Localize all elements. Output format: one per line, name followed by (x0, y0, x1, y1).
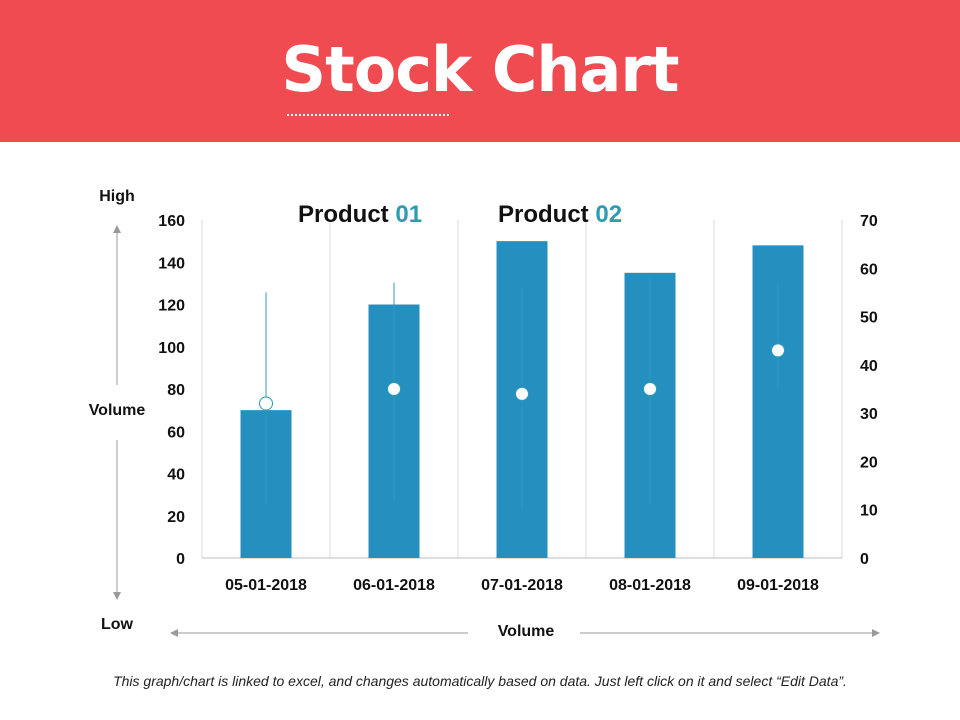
y-axis-low-label: Low (101, 616, 134, 633)
y-right-tick-label: 40 (860, 358, 878, 375)
x-tick-label: 05-01-2018 (225, 577, 307, 594)
y-right-tick-label: 20 (860, 454, 878, 471)
legend-entry-product-02: Product 02 (498, 201, 622, 228)
legend-number: 01 (395, 201, 422, 228)
legend-name: Product (498, 201, 595, 228)
title-banner (0, 0, 960, 142)
title-underline (287, 114, 449, 116)
y-left-tick-label: 160 (158, 213, 185, 230)
legend-number: 02 (595, 201, 622, 228)
y-left-tick-label: 120 (158, 298, 185, 315)
y-left-tick-label: 140 (158, 255, 185, 272)
close-marker (643, 382, 657, 396)
y-left-tick-label: 60 (167, 424, 185, 441)
x-axis-volume-label: Volume (498, 623, 555, 640)
footnote: This graph/chart is linked to excel, and… (113, 673, 847, 689)
y-right-tick-label: 10 (860, 503, 878, 520)
x-tick-label: 07-01-2018 (481, 577, 563, 594)
y-left-tick-label: 0 (176, 551, 185, 568)
x-tick-label: 06-01-2018 (353, 577, 435, 594)
y-right-tick-label: 30 (860, 406, 878, 423)
arrow-left-head (170, 629, 178, 637)
close-marker (771, 343, 785, 358)
y-right-tick-label: 70 (860, 213, 878, 230)
x-tick-label: 08-01-2018 (609, 577, 691, 594)
y-left-tick-label: 20 (167, 509, 185, 526)
y-left-tick-label: 40 (167, 467, 185, 484)
y-axis-high-label: High (99, 188, 135, 205)
y-right-tick-label: 0 (860, 551, 869, 568)
x-tick-label: 09-01-2018 (737, 577, 819, 594)
legend-name: Product (298, 201, 395, 228)
page-title: Stock Chart (281, 33, 679, 106)
close-marker (387, 382, 401, 396)
legend-entry-product-01: Product 01 (298, 201, 422, 228)
arrow-down-head (113, 592, 121, 600)
close-marker (515, 386, 529, 401)
y-left-tick-label: 80 (167, 382, 185, 399)
stock-chart: 02040608010012014016001020304050607005-0… (89, 188, 880, 640)
y-right-tick-label: 50 (860, 310, 878, 327)
y-left-tick-label: 100 (158, 340, 185, 357)
y-axis-volume-label: Volume (89, 402, 146, 419)
y-right-tick-label: 60 (860, 261, 878, 278)
arrow-right-head (872, 629, 880, 637)
close-marker (259, 396, 273, 411)
arrow-up-head (113, 225, 121, 233)
